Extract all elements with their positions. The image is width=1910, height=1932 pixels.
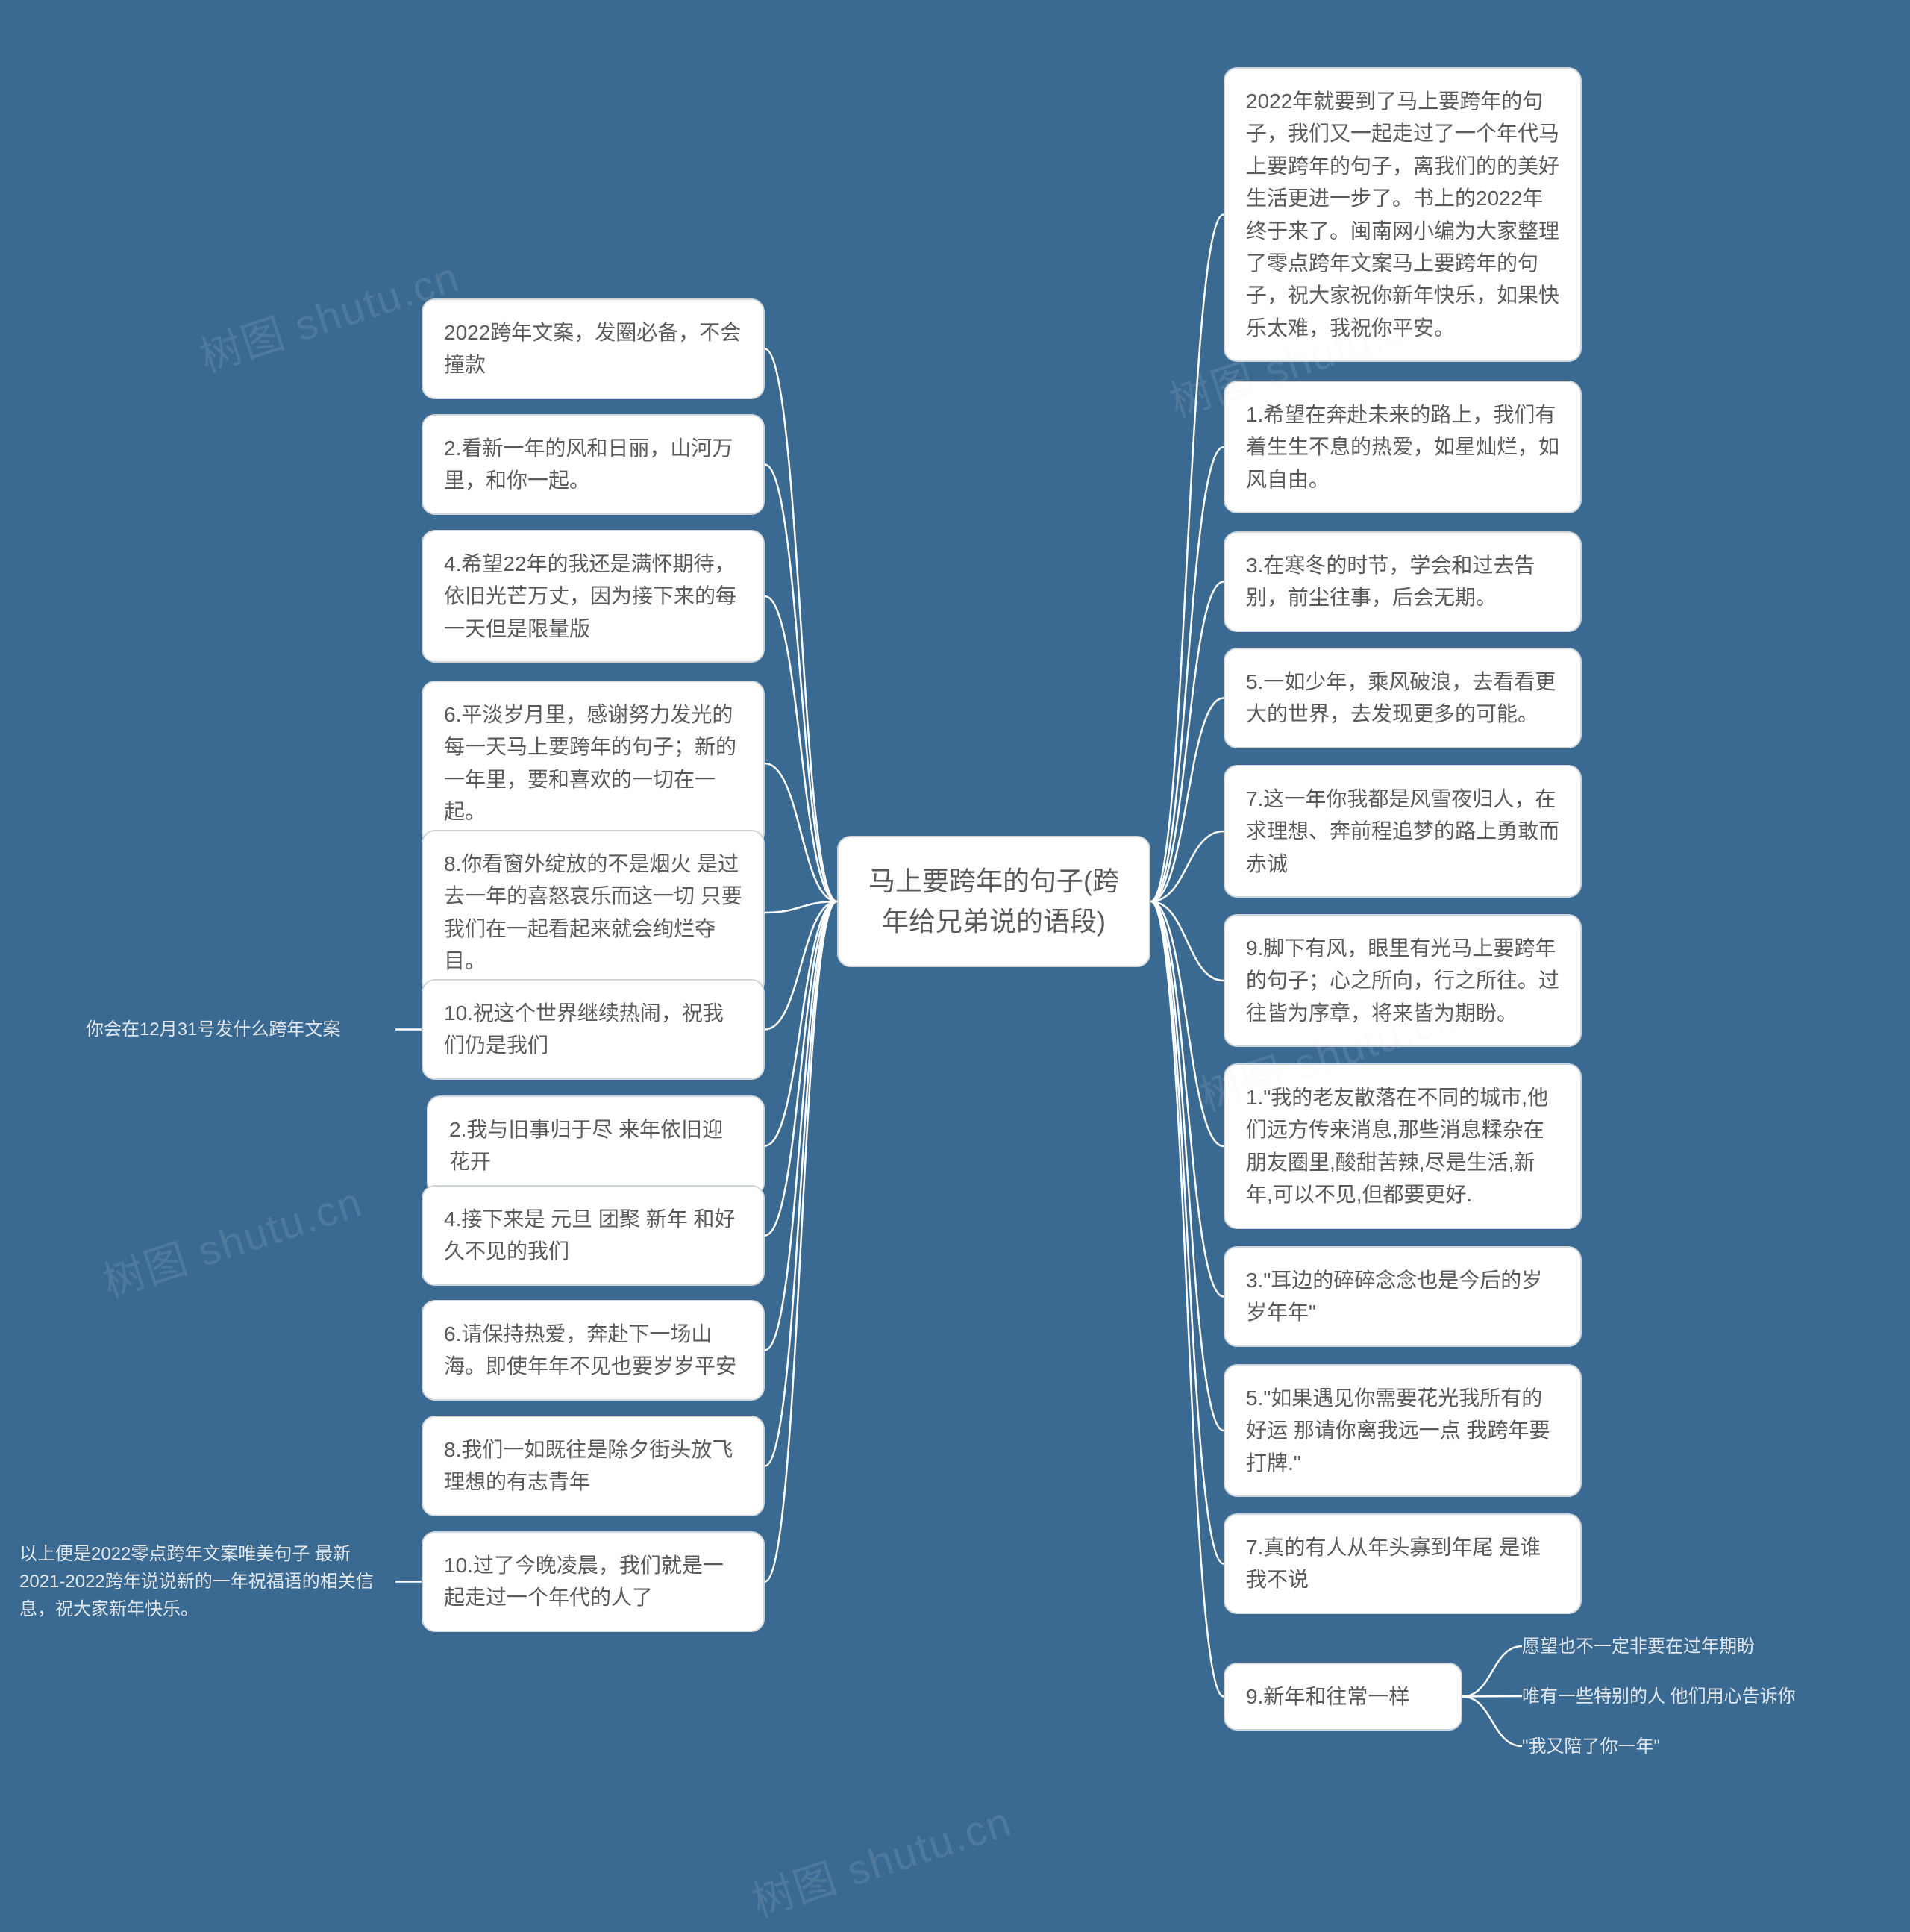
- node-text: 5.一如少年，乘风破浪，去看看更大的世界，去发现更多的可能。: [1246, 670, 1556, 725]
- left-node: 2022跨年文案，发圈必备，不会撞款: [422, 298, 765, 399]
- right-node: 3.在寒冬的时节，学会和过去告别，前尘往事，后会无期。: [1224, 531, 1582, 632]
- left-node: 8.你看窗外绽放的不是烟火 是过去一年的喜怒哀乐而这一切 只要我们在一起看起来就…: [422, 830, 765, 995]
- left-node: 6.平淡岁月里，感谢努力发光的每一天马上要跨年的句子；新的一年里，要和喜欢的一切…: [422, 681, 765, 846]
- left-node: 4.希望22年的我还是满怀期待，依旧光芒万丈，因为接下来的每一天但是限量版: [422, 530, 765, 663]
- node-text: 8.我们一如既往是除夕街头放飞理想的有志青年: [444, 1438, 733, 1493]
- node-text: 4.希望22年的我还是满怀期待，依旧光芒万丈，因为接下来的每一天但是限量版: [444, 552, 736, 640]
- node-text: 3.在寒冬的时节，学会和过去告别，前尘往事，后会无期。: [1246, 554, 1535, 609]
- node-text: 2.我与旧事归于尽 来年依旧迎花开: [449, 1118, 723, 1173]
- node-text: 9.新年和往常一样: [1246, 1685, 1409, 1708]
- right-node: 2022年就要到了马上要跨年的句子，我们又一起走过了一个年代马上要跨年的句子，离…: [1224, 67, 1582, 362]
- center-text: 马上要跨年的句子(跨年给兄弟说的语段): [868, 866, 1119, 937]
- node-text: 5."如果遇见你需要花光我所有的好运 那请你离我远一点 我跨年要打牌.": [1246, 1387, 1550, 1475]
- center-node: 马上要跨年的句子(跨年给兄弟说的语段): [837, 836, 1150, 967]
- leaf-text: 你会在12月31号发什么跨年文案: [86, 1016, 395, 1043]
- node-text: 6.请保持热爱，奔赴下一场山海。即使年年不见也要岁岁平安: [444, 1322, 736, 1378]
- right-node: 7.真的有人从年头寡到年尾 是谁我不说: [1224, 1513, 1582, 1614]
- right-node: 3."耳边的碎碎念念也是今后的岁岁年年": [1224, 1246, 1582, 1347]
- node-text: 6.平淡岁月里，感谢努力发光的每一天马上要跨年的句子；新的一年里，要和喜欢的一切…: [444, 703, 736, 823]
- left-node: 2.我与旧事归于尽 来年依旧迎花开: [427, 1095, 765, 1196]
- leaf-text: 唯有一些特别的人 他们用心告诉你: [1522, 1683, 1835, 1710]
- left-node: 2.看新一年的风和日丽，山河万里，和你一起。: [422, 414, 765, 515]
- leaf-text: 以上便是2022零点跨年文案唯美句子 最新2021-2022跨年说说新的一年祝福…: [19, 1540, 395, 1624]
- node-text: 2022跨年文案，发圈必备，不会撞款: [444, 321, 741, 376]
- right-node: 9.脚下有风，眼里有光马上要跨年的句子；心之所向，行之所往。过往皆为序章，将来皆…: [1224, 914, 1582, 1047]
- node-text: 10.过了今晚凌晨，我们就是一起走过一个年代的人了: [444, 1554, 724, 1609]
- node-text: 3."耳边的碎碎念念也是今后的岁岁年年": [1246, 1269, 1542, 1324]
- node-text: 4.接下来是 元旦 团聚 新年 和好久不见的我们: [444, 1207, 735, 1263]
- node-text: 1."我的老友散落在不同的城市,他们远方传来消息,那些消息糅杂在朋友圈里,酸甜苦…: [1246, 1086, 1548, 1206]
- left-node: 10.祝这个世界继续热闹，祝我们仍是我们: [422, 979, 765, 1080]
- left-node: 10.过了今晚凌晨，我们就是一起走过一个年代的人了: [422, 1531, 765, 1632]
- node-text: 7.真的有人从年头寡到年尾 是谁我不说: [1246, 1536, 1541, 1591]
- right-node: 5."如果遇见你需要花光我所有的好运 那请你离我远一点 我跨年要打牌.": [1224, 1364, 1582, 1497]
- left-node: 4.接下来是 元旦 团聚 新年 和好久不见的我们: [422, 1185, 765, 1286]
- node-text: 2.看新一年的风和日丽，山河万里，和你一起。: [444, 437, 733, 492]
- leaf-text: "我又陪了你一年": [1522, 1733, 1835, 1760]
- right-node: 5.一如少年，乘风破浪，去看看更大的世界，去发现更多的可能。: [1224, 648, 1582, 748]
- right-node: 1."我的老友散落在不同的城市,他们远方传来消息,那些消息糅杂在朋友圈里,酸甜苦…: [1224, 1063, 1582, 1229]
- right-node: 1.希望在奔赴未来的路上，我们有着生生不息的热爱，如星灿烂，如风自由。: [1224, 381, 1582, 513]
- node-text: 1.希望在奔赴未来的路上，我们有着生生不息的热爱，如星灿烂，如风自由。: [1246, 403, 1559, 491]
- node-text: 9.脚下有风，眼里有光马上要跨年的句子；心之所向，行之所往。过往皆为序章，将来皆…: [1246, 937, 1559, 1025]
- left-node: 6.请保持热爱，奔赴下一场山海。即使年年不见也要岁岁平安: [422, 1300, 765, 1401]
- right-node: 9.新年和往常一样: [1224, 1663, 1462, 1731]
- leaf-text: 愿望也不一定非要在过年期盼: [1522, 1633, 1835, 1660]
- node-text: 2022年就要到了马上要跨年的句子，我们又一起走过了一个年代马上要跨年的句子，离…: [1246, 90, 1559, 340]
- right-node: 7.这一年你我都是风雪夜归人，在求理想、奔前程追梦的路上勇敢而赤诚: [1224, 765, 1582, 898]
- node-text: 8.你看窗外绽放的不是烟火 是过去一年的喜怒哀乐而这一切 只要我们在一起看起来就…: [444, 852, 742, 972]
- node-text: 10.祝这个世界继续热闹，祝我们仍是我们: [444, 1001, 724, 1057]
- watermark: 树图 shutu.cn: [743, 1788, 1018, 1929]
- left-node: 8.我们一如既往是除夕街头放飞理想的有志青年: [422, 1416, 765, 1516]
- watermark: 树图 shutu.cn: [94, 1169, 369, 1310]
- node-text: 7.这一年你我都是风雪夜归人，在求理想、奔前程追梦的路上勇敢而赤诚: [1246, 787, 1559, 875]
